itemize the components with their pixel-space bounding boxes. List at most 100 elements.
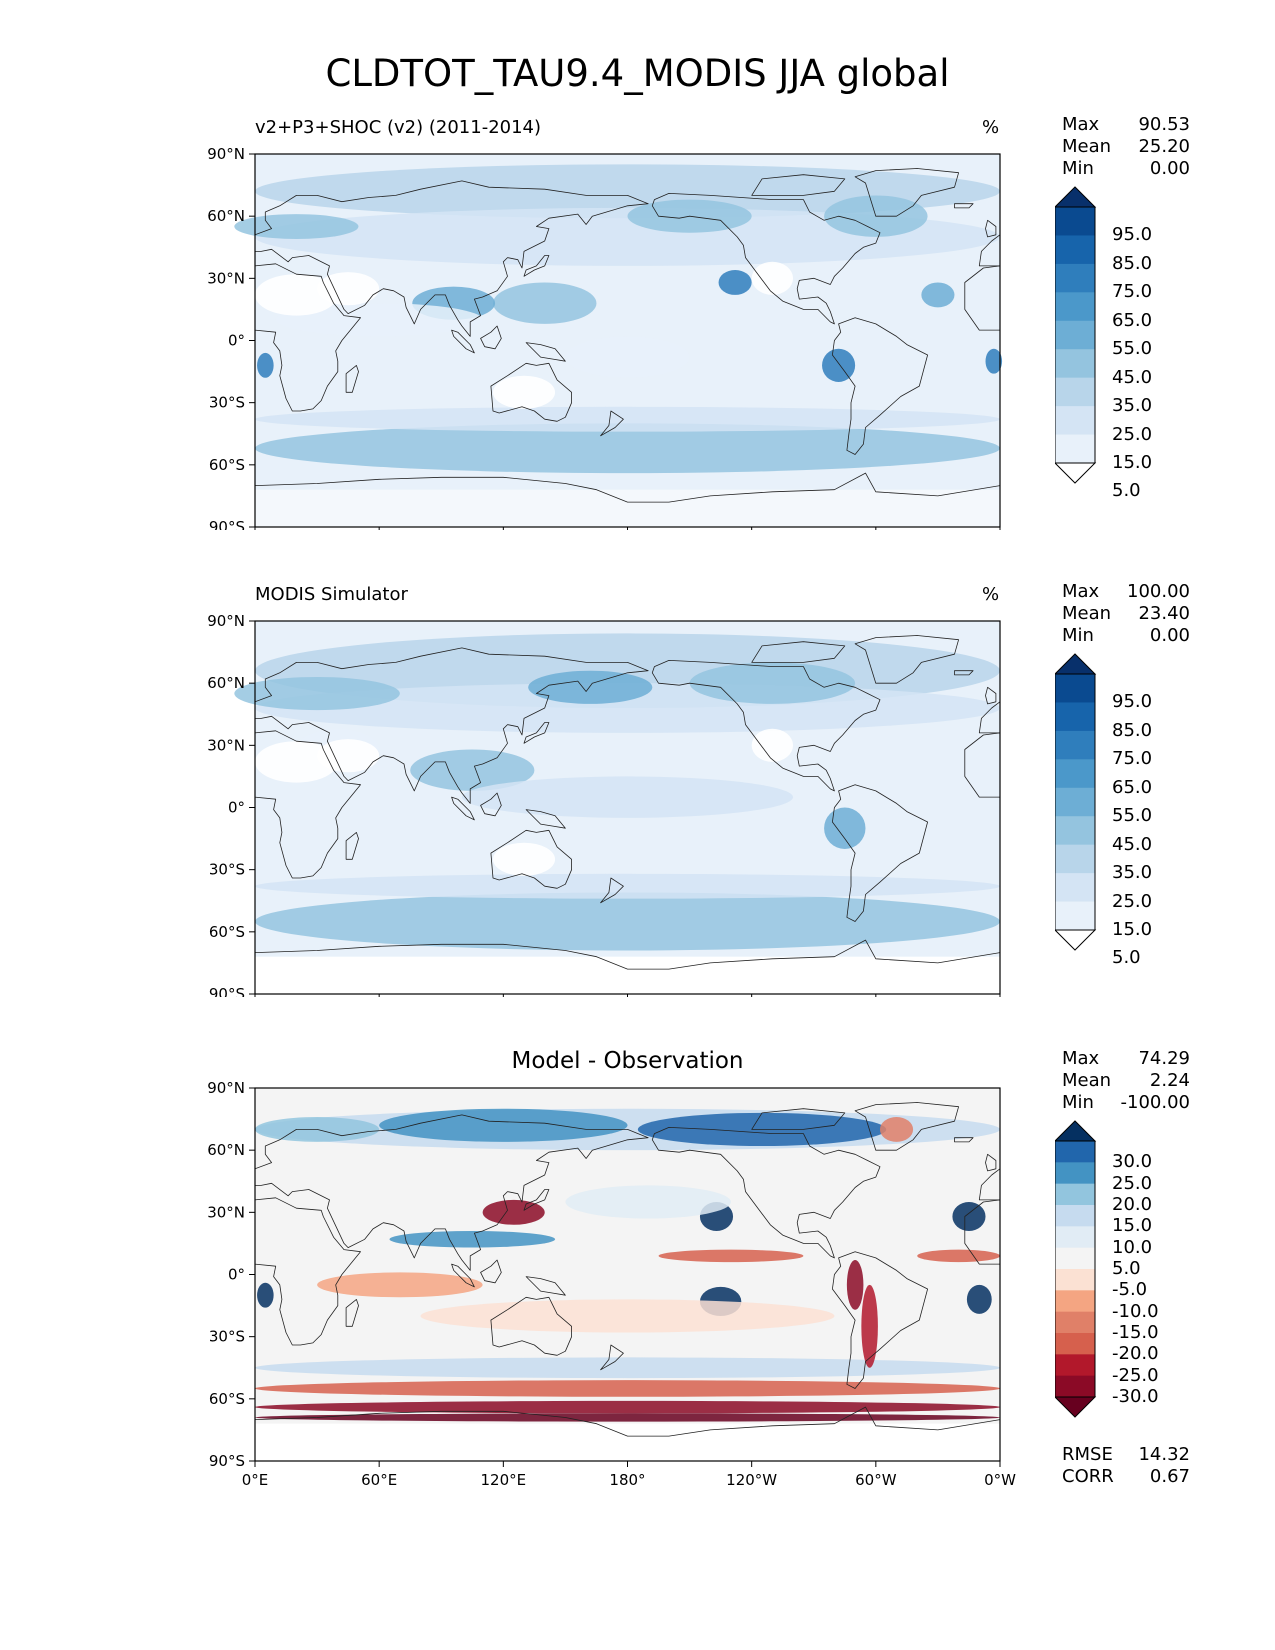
coastline (255, 1197, 361, 1346)
coastline (854, 1102, 959, 1151)
coastline (751, 174, 846, 196)
field-feature (275, 303, 483, 337)
colorbar-tick-label: -30.0 (1112, 1386, 1159, 1407)
y-tick-label: 30°N (207, 736, 245, 754)
field-feature (861, 1284, 878, 1368)
stat-value: 0.00 (1149, 625, 1190, 646)
coastline (832, 317, 928, 455)
stat-value: 25.20 (1138, 136, 1190, 157)
colorbar-tick-label: 95.0 (1112, 224, 1153, 246)
colorbar-tick-label: 25.0 (1112, 1172, 1153, 1194)
colorbar-segment (1055, 787, 1095, 817)
colorbar-segment (1055, 1333, 1095, 1355)
colorbar-extend-top (1055, 653, 1097, 675)
field-feature (255, 423, 1000, 474)
colorbar-tick-label: 85.0 (1112, 252, 1153, 274)
colorbar-tick-label: 15.0 (1112, 919, 1153, 940)
stat-label: Min (1062, 625, 1094, 646)
colorbar-tick-label: 20.0 (1112, 1194, 1153, 1215)
colorbar-tick-label: 75.0 (1112, 281, 1153, 303)
colorbar-segment (1055, 873, 1095, 903)
coastline (490, 829, 572, 889)
stat-row: Mean 23.40 (1062, 603, 1190, 625)
colorbar-segment (1055, 702, 1095, 732)
coastline (255, 1114, 649, 1271)
panel-model: v2+P3+SHOC (v2) (2011-2014) % 0°E60°E120… (0, 0, 1275, 530)
colorbar-tick-label: -5.0 (1112, 1279, 1148, 1301)
coastline (255, 1406, 1000, 1461)
y-tick-label: 60°N (207, 207, 245, 225)
colorbar-tick-label: 55.0 (1112, 338, 1153, 360)
coastline (490, 362, 572, 422)
coastline (255, 647, 649, 804)
field-feature (528, 670, 653, 704)
colorbar-outline (1055, 673, 1096, 931)
field-feature (846, 1259, 864, 1310)
coastline (985, 686, 997, 705)
x-tick-label: 120°W (726, 1471, 777, 1489)
y-tick-label: 60°S (209, 1390, 245, 1408)
coastline (451, 796, 475, 821)
colorbar-segment (1055, 759, 1095, 789)
field-feature (255, 406, 1000, 432)
coastline (985, 219, 997, 238)
colorbar-tick-label: 5.0 (1112, 480, 1141, 502)
y-tick-label: 0° (228, 799, 245, 817)
stat-label: Max (1062, 1048, 1100, 1069)
coastline (480, 325, 502, 350)
x-tick-label: 180° (609, 1471, 645, 1489)
colorbar-segment (1055, 1269, 1095, 1291)
colorbar-extend-top (1055, 186, 1097, 208)
stat-value: 0.67 (1149, 1466, 1190, 1487)
field-feature (921, 282, 955, 308)
colorbar-tick-label: 5.0 (1112, 947, 1141, 969)
field-feature (658, 1249, 804, 1263)
y-tick-label: 60°N (207, 674, 245, 692)
colorbar-segment (1055, 1183, 1095, 1206)
colorbar-segment (1055, 235, 1095, 265)
field-feature (482, 1199, 545, 1225)
figure-title: CLDTOT_TAU9.4_MODIS JJA global (325, 52, 950, 95)
colorbar-tick-label: 30.0 (1112, 1151, 1153, 1173)
missing-data-mask (255, 956, 1000, 994)
stats-box: Max 100.00 Mean 23.40 Min 0.00 (1062, 581, 1190, 647)
coastline (854, 635, 959, 684)
colorbar-extend-top (1055, 1120, 1097, 1142)
stat-row: Min 0.00 (1062, 625, 1190, 647)
coastline (832, 1251, 928, 1389)
coastline (751, 1108, 846, 1130)
stat-label: RMSE (1062, 1444, 1113, 1465)
field-feature (492, 842, 556, 876)
colorbar-extend-bottom (1055, 1396, 1097, 1418)
colorbar-segment (1055, 1205, 1095, 1227)
coastline (964, 1199, 1000, 1265)
coastline (600, 877, 624, 904)
stat-row: Max 90.53 (1062, 114, 1190, 136)
colorbar-segment (1055, 406, 1095, 436)
coastline (525, 1276, 566, 1296)
stat-value: 0.00 (1149, 158, 1190, 179)
polar-mask (255, 489, 1000, 527)
colorbar-tick-label: -25.0 (1112, 1364, 1159, 1386)
field-feature (822, 348, 856, 382)
missing-data-mask (255, 1423, 1000, 1461)
y-tick-label: 0° (228, 1266, 245, 1284)
colorbar-segment (1055, 816, 1095, 846)
stat-label: Max (1062, 581, 1100, 602)
stat-value: 90.53 (1138, 114, 1190, 135)
colorbar-segment (1055, 901, 1095, 931)
stat-value: -100.00 (1120, 1092, 1190, 1113)
field-feature (255, 1413, 1000, 1422)
field-feature (317, 272, 380, 306)
panel-title: v2+P3+SHOC (v2) (2011-2014) (255, 117, 542, 138)
stats-box: Max 74.29 Mean 2.24 Min -100.00 (1062, 1048, 1190, 1114)
stat-label: CORR (1062, 1466, 1114, 1487)
y-tick-label: 90°N (207, 612, 245, 630)
stat-row: Min 0.00 (1062, 158, 1190, 180)
coastline (651, 1126, 881, 1259)
y-tick-label: 30°S (209, 1328, 245, 1346)
colorbar-segment (1055, 1311, 1095, 1334)
field-feature (565, 1185, 731, 1219)
colorbar-tick-label: 5.0 (1112, 1258, 1141, 1279)
stat-value: 74.29 (1138, 1048, 1190, 1069)
